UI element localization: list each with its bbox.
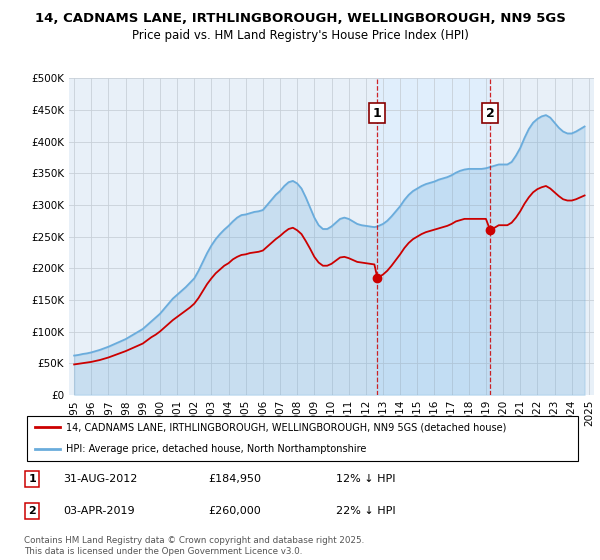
Text: 2: 2 <box>28 506 36 516</box>
Text: Contains HM Land Registry data © Crown copyright and database right 2025.
This d: Contains HM Land Registry data © Crown c… <box>24 536 364 556</box>
Text: 03-APR-2019: 03-APR-2019 <box>63 506 134 516</box>
Text: 12% ↓ HPI: 12% ↓ HPI <box>337 474 396 484</box>
Text: Price paid vs. HM Land Registry's House Price Index (HPI): Price paid vs. HM Land Registry's House … <box>131 29 469 42</box>
Text: £260,000: £260,000 <box>208 506 261 516</box>
Text: 2: 2 <box>486 107 494 120</box>
Text: £184,950: £184,950 <box>208 474 261 484</box>
FancyBboxPatch shape <box>27 416 578 460</box>
Bar <box>377 78 490 395</box>
Text: 22% ↓ HPI: 22% ↓ HPI <box>337 506 396 516</box>
Text: 1: 1 <box>28 474 36 484</box>
Text: HPI: Average price, detached house, North Northamptonshire: HPI: Average price, detached house, Nort… <box>66 444 366 454</box>
Text: 1: 1 <box>373 107 382 120</box>
Text: 31-AUG-2012: 31-AUG-2012 <box>63 474 137 484</box>
Text: 14, CADNAMS LANE, IRTHLINGBOROUGH, WELLINGBOROUGH, NN9 5GS: 14, CADNAMS LANE, IRTHLINGBOROUGH, WELLI… <box>35 12 565 25</box>
Text: 14, CADNAMS LANE, IRTHLINGBOROUGH, WELLINGBOROUGH, NN9 5GS (detached house): 14, CADNAMS LANE, IRTHLINGBOROUGH, WELLI… <box>66 422 506 432</box>
